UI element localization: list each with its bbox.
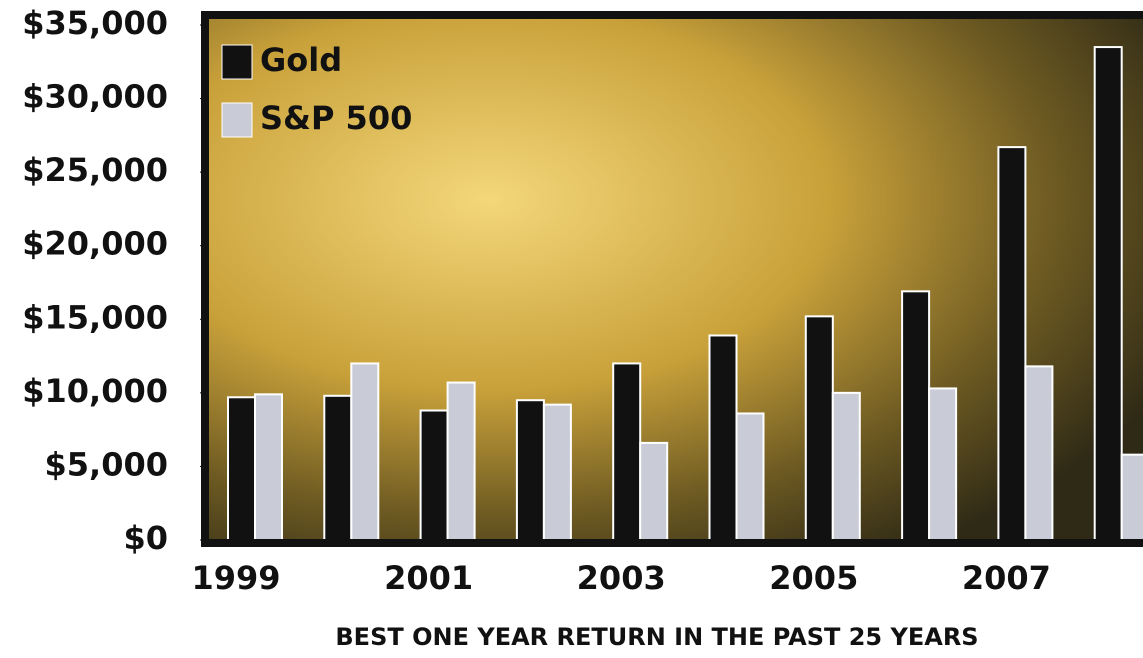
legend-label: S&P 500 <box>260 99 412 137</box>
y-tick-label: $25,000 <box>22 151 168 189</box>
bar <box>928 387 958 542</box>
bar <box>831 391 861 541</box>
bar <box>804 315 834 542</box>
legend-swatch <box>221 44 253 80</box>
y-tick-label: $0 <box>123 519 168 557</box>
y-tick-label: $30,000 <box>22 78 168 116</box>
x-tick-label: 2007 <box>962 559 1051 597</box>
bar <box>515 399 545 542</box>
x-axis-title: BEST ONE YEAR RETURN IN THE PAST 25 YEAR… <box>335 623 978 651</box>
x-tick-label: 1999 <box>191 559 280 597</box>
bar <box>735 412 765 542</box>
bar <box>639 441 669 541</box>
y-tick-label: $35,000 <box>22 4 168 42</box>
bar <box>1120 453 1143 541</box>
legend-swatch <box>221 102 253 138</box>
bar <box>419 409 449 541</box>
bar <box>446 381 476 541</box>
legend-label: Gold <box>260 41 342 79</box>
bar <box>612 362 642 541</box>
bar <box>542 403 572 541</box>
bar <box>997 146 1027 541</box>
plot-frame <box>201 11 1143 547</box>
y-tick-label: $20,000 <box>22 225 168 263</box>
bar <box>227 396 256 541</box>
y-tick-label: $10,000 <box>22 372 168 410</box>
bar <box>708 334 738 541</box>
x-tick-label: 2001 <box>384 559 473 597</box>
bar <box>901 290 931 542</box>
x-tick-label: 2005 <box>769 559 858 597</box>
bar <box>254 393 283 542</box>
bar <box>1093 46 1123 541</box>
bar <box>323 394 353 541</box>
x-tick-label: 2003 <box>577 559 666 597</box>
bar <box>1024 365 1054 541</box>
y-tick-label: $5,000 <box>45 445 168 483</box>
bar <box>350 362 380 541</box>
y-tick-label: $15,000 <box>22 298 168 336</box>
